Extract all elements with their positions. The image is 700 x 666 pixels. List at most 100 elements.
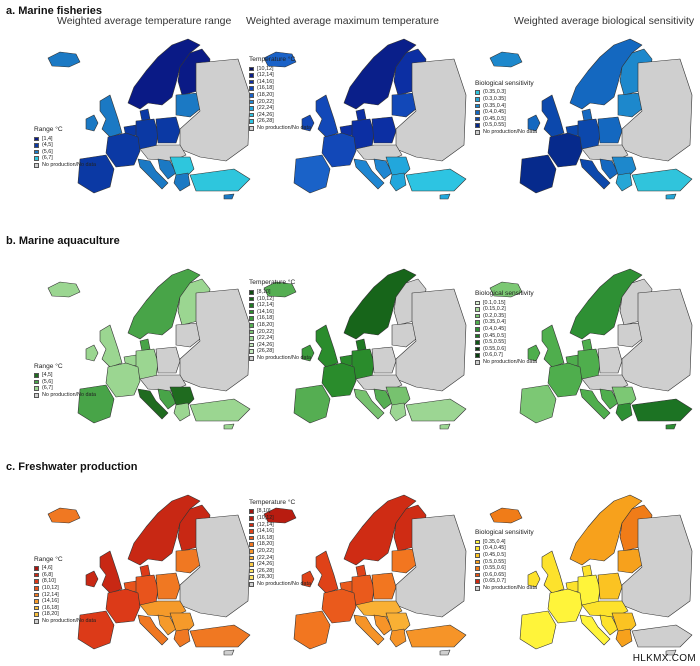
legend-label: (10,12]: [257, 295, 274, 302]
legend-item: (5,6]: [34, 149, 96, 156]
legend-label: (0.35,0.4]: [483, 319, 506, 326]
legend-swatch: [34, 572, 39, 578]
legend-item-nodata: No production/No data: [475, 129, 537, 136]
region-italy: [579, 614, 611, 646]
region-baltic: [175, 322, 201, 348]
region-iceland: [47, 507, 81, 524]
legend-title: Range °C: [34, 555, 63, 563]
legend-label: (12,14]: [257, 302, 274, 309]
region-balkans: [169, 386, 195, 408]
legend-label: (18,20]: [257, 541, 274, 548]
legend-label: (0.55,0.6]: [483, 345, 506, 352]
panel-title: Weighted average biological sensitivity: [514, 15, 695, 27]
legend-item-nodata: No production/No data: [249, 125, 311, 132]
legend-item: [8,10]: [249, 508, 311, 515]
legend-label: (22,24]: [257, 335, 274, 342]
choropleth-map: [47, 38, 251, 200]
legend-label: (12,14]: [257, 72, 274, 79]
legend-label: (0.3,0.35]: [483, 95, 506, 102]
region-east: [395, 58, 467, 162]
legend-label: [10,12]: [257, 65, 274, 72]
choropleth-map: [47, 268, 251, 430]
legend-swatch: [475, 103, 480, 109]
legend-label: (5,6]: [42, 148, 53, 155]
legend-item: (22,24]: [249, 555, 311, 562]
legend-item: (24,26]: [249, 112, 311, 119]
legend-item: (0.4,0.45]: [475, 109, 537, 116]
region-iceland: [489, 51, 523, 68]
region-uk: [99, 324, 123, 368]
legend-item: (14,16]: [249, 309, 311, 316]
choropleth-map: [489, 494, 693, 656]
region-iceland: [263, 507, 297, 524]
region-ireland: [527, 344, 541, 362]
legend-item: (5,6]: [34, 379, 96, 386]
legend-swatch: [34, 592, 39, 598]
legend-label: (16,18]: [257, 534, 274, 541]
legend-item: (12,14]: [249, 302, 311, 309]
legend-title: Biological sensitivity: [475, 290, 534, 297]
legend-swatch: [475, 307, 480, 312]
legend-swatch: [475, 346, 480, 352]
legend-item: (14,16]: [249, 528, 311, 535]
region-cyprus: [223, 193, 235, 200]
legend-swatch: [249, 119, 254, 124]
legend-item: (22,24]: [249, 335, 311, 342]
legend-label: (20,22]: [257, 98, 274, 105]
legend-item: (28,30]: [249, 574, 311, 581]
legend-swatch: [249, 342, 254, 348]
region-turkey: [631, 624, 693, 648]
legend-swatch: [34, 612, 39, 617]
region-turkey: [631, 168, 693, 192]
legend-item: (18,20]: [249, 541, 311, 548]
legend-title: Temperature °C: [249, 498, 296, 506]
map-legend: Temperature °C [8,10] (10,12] (12,14] (14,16…: [249, 280, 311, 361]
legend-swatch: [249, 289, 254, 295]
region-poland: [155, 346, 181, 374]
region-balkans: [611, 386, 637, 408]
region-uk: [99, 94, 123, 138]
region-adriatic: [157, 388, 177, 410]
legend-item-nodata: No production/No data: [34, 392, 96, 399]
region-adriatic: [599, 614, 619, 636]
legend-swatch: [475, 359, 480, 365]
legend-item: (22,24]: [249, 105, 311, 112]
legend-item: (10,12]: [34, 585, 96, 592]
region-east: [621, 58, 693, 162]
legend-label: (0.4,0.45]: [483, 109, 506, 116]
legend-item: (0.5,0.55]: [475, 122, 537, 129]
legend-item: [1,4]: [34, 136, 96, 143]
region-greece: [389, 402, 407, 422]
legend-title: Biological sensitivity: [475, 529, 534, 537]
legend-item: (26,28]: [249, 118, 311, 125]
region-adriatic: [599, 388, 619, 410]
region-poland: [597, 346, 623, 374]
legend-swatch: [475, 326, 480, 332]
region-ireland: [301, 570, 315, 588]
legend-label: (10,12]: [257, 514, 274, 521]
legend-swatch: [34, 579, 39, 584]
legend-item: (16,18]: [34, 605, 96, 612]
region-iceland: [489, 281, 523, 298]
legend-item: (12,14]: [249, 522, 311, 529]
region-france: [547, 132, 583, 168]
legend-label: (12,14]: [257, 521, 274, 528]
region-balkans: [611, 156, 637, 178]
legend-swatch: [475, 579, 480, 584]
legend-swatch: [475, 353, 480, 358]
section-title: a. Marine fisheries: [6, 5, 102, 17]
legend-label: (24,26]: [257, 341, 274, 348]
region-adriatic: [157, 614, 177, 636]
region-denmark: [581, 108, 593, 122]
legend-label: [1,4]: [42, 135, 53, 142]
legend-swatch: [475, 313, 480, 319]
region-denmark: [581, 338, 593, 352]
legend-swatch: [249, 349, 254, 354]
region-france: [321, 132, 357, 168]
legend-item: (12,14]: [34, 592, 96, 599]
legend-swatch: [249, 535, 254, 541]
legend-item: (16,18]: [249, 85, 311, 92]
choropleth-map: [47, 494, 251, 656]
region-poland: [155, 572, 181, 600]
region-balkans: [611, 612, 637, 634]
